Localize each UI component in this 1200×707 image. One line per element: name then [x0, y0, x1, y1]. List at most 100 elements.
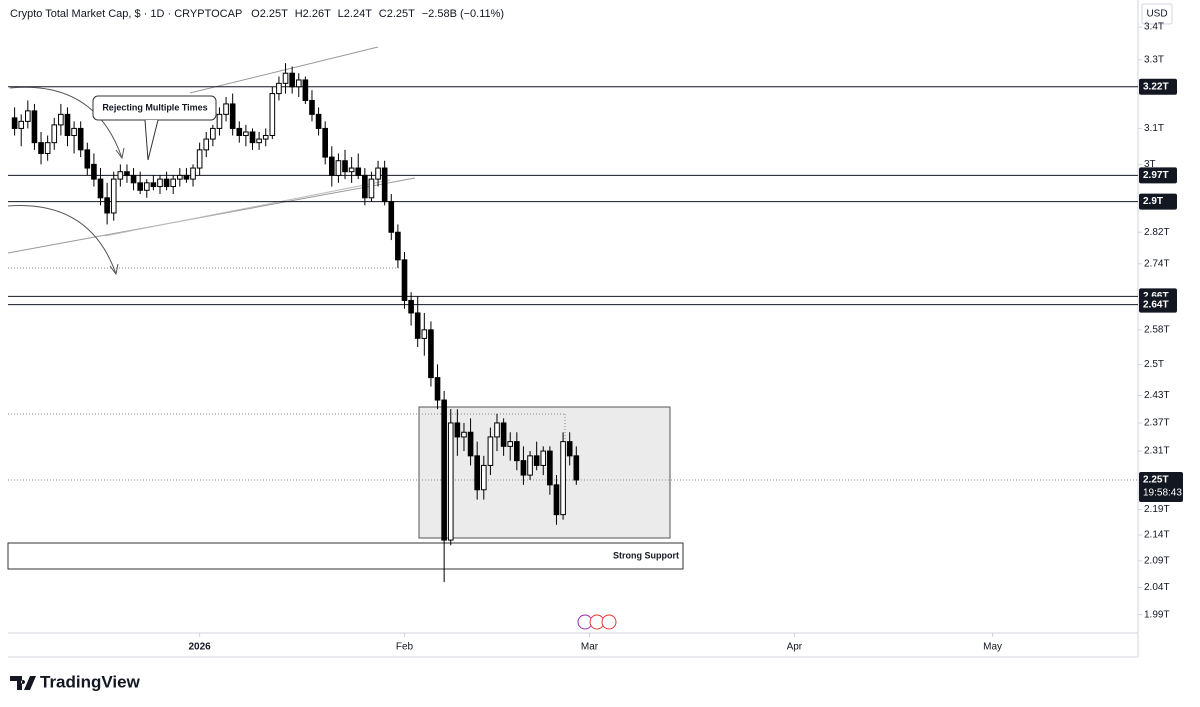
candle-body — [25, 110, 31, 122]
candle-body — [388, 201, 395, 233]
candle-body — [328, 156, 335, 176]
candle-body — [77, 127, 84, 151]
level-label: 2.9T — [1143, 196, 1163, 207]
y-tick-label: 2.5T — [1144, 359, 1164, 370]
y-tick-label: 2.37T — [1144, 418, 1170, 429]
candle-body — [540, 450, 547, 466]
candle-body — [547, 450, 553, 486]
ohlc-open: O2.25T — [251, 8, 288, 20]
candle-body — [507, 441, 514, 447]
candle-body — [223, 103, 229, 115]
candle-body — [447, 422, 454, 541]
y-tick-label: 2.74T — [1144, 258, 1170, 269]
last-price-label: 2.25T — [1143, 475, 1169, 486]
candle-body — [560, 441, 566, 516]
candle-body — [566, 441, 573, 457]
candle-body — [375, 167, 381, 180]
level-label-box — [1139, 167, 1177, 184]
level-label: 2.66T — [1143, 291, 1169, 302]
logo-icon — [10, 676, 36, 690]
candle-body — [348, 167, 355, 173]
level-label: 2.97T — [1143, 170, 1169, 181]
candle-body — [71, 127, 77, 137]
branding: TradingView — [40, 672, 141, 691]
candle-body — [18, 120, 25, 129]
curved-arrow — [7, 205, 117, 275]
candle-body — [355, 167, 362, 176]
level-label: 2.64T — [1143, 299, 1169, 310]
candle-body — [177, 174, 183, 180]
candle-body — [421, 329, 428, 339]
candle-body — [262, 135, 269, 140]
y-tick-label: 3T — [1144, 159, 1156, 170]
event-icon[interactable] — [601, 614, 617, 630]
candle-body — [51, 124, 58, 144]
candle-body — [196, 149, 203, 169]
y-tick-label: 2.19T — [1144, 504, 1170, 515]
candle-body — [183, 174, 190, 180]
ohlc-low: L2.24T — [338, 8, 373, 20]
range-box — [418, 406, 671, 539]
candle-body — [150, 182, 157, 188]
x-tick-label: Apr — [787, 642, 803, 653]
candle-body — [514, 441, 520, 462]
candle-body — [342, 160, 348, 173]
candle-body — [494, 422, 500, 438]
y-tick-label: 1.99T — [1144, 609, 1170, 620]
candle-body — [454, 422, 461, 438]
candle-body — [322, 127, 329, 158]
candle-body — [157, 178, 163, 188]
last-price-box — [1139, 471, 1183, 502]
candle-body — [143, 182, 150, 191]
candle-body — [38, 142, 44, 154]
candle-body — [110, 178, 117, 214]
level-label: 3.22T — [1143, 81, 1169, 92]
y-tick-label: 2.43T — [1144, 390, 1170, 401]
candle-body — [282, 72, 289, 84]
candle-body — [58, 113, 64, 126]
candle-body — [91, 163, 97, 180]
trend-line — [189, 46, 379, 94]
candle-body — [229, 103, 236, 129]
arrow-head — [115, 147, 125, 160]
symbol-title: Crypto Total Market Cap, $ · 1D · CRYPTO… — [10, 8, 242, 20]
candle-body — [428, 329, 434, 379]
candle-body — [461, 431, 467, 438]
candle-body — [527, 455, 533, 476]
candle-body — [414, 312, 421, 339]
x-tick-label: Feb — [396, 642, 414, 653]
candle-body — [533, 455, 540, 466]
candle-body — [520, 460, 527, 476]
y-tick-label: 2.09T — [1144, 556, 1170, 567]
ohlc-close: C2.25T — [379, 8, 415, 20]
candle-body — [137, 182, 143, 191]
candle-body — [130, 174, 137, 184]
level-label-box — [1139, 78, 1177, 95]
candle-body — [104, 197, 110, 214]
candle-body — [243, 131, 249, 137]
y-tick-label: 2.14T — [1144, 530, 1170, 541]
candle-body — [64, 113, 71, 137]
callout-pointer — [144, 119, 159, 161]
candle-body — [256, 138, 262, 144]
candle-body — [573, 455, 580, 481]
y-tick-label: 2.04T — [1144, 582, 1170, 593]
candle-body — [362, 174, 368, 199]
currency-box[interactable] — [1141, 3, 1173, 25]
support-box — [7, 542, 684, 570]
y-tick-label: 3.3T — [1144, 54, 1164, 65]
candle-body — [401, 259, 408, 301]
candle-body — [163, 178, 170, 188]
candle-body — [408, 299, 414, 314]
candle-body — [441, 399, 447, 541]
curved-arrow — [9, 86, 123, 159]
candle-body — [269, 93, 276, 137]
level-label-box — [1139, 296, 1177, 313]
trend-line — [104, 179, 391, 237]
candle-body — [236, 127, 243, 137]
candle-body — [480, 464, 487, 491]
candle-body — [368, 178, 375, 199]
currency[interactable]: USD — [1146, 9, 1167, 20]
candle-body — [276, 82, 282, 95]
annotation: Rejecting Multiple Times — [102, 102, 207, 112]
